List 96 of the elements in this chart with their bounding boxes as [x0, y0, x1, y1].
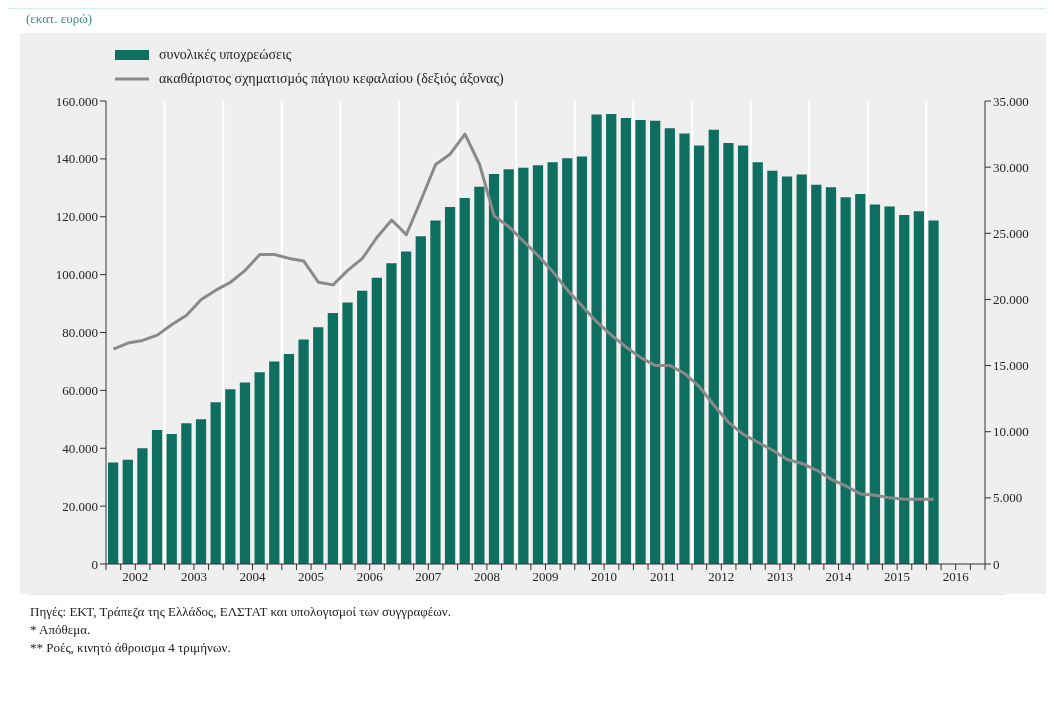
bar — [298, 339, 309, 564]
x-tick-label: 2016 — [942, 569, 970, 585]
y-tick-label: 120.000 — [55, 209, 98, 225]
bar — [371, 277, 382, 564]
text: Πηγές: ΕΚΤ, Τράπεζα της Ελλάδος, ΕΛΣΤΑΤ και υπολογισμοί των συγγραφέων. — [30, 603, 452, 621]
bar — [342, 302, 353, 564]
x-tick-label: 2007 — [415, 569, 442, 585]
bar — [547, 162, 558, 564]
x-tick-label: 2015 — [884, 569, 911, 585]
bar — [430, 220, 441, 564]
text: ** Ροές, κινητό άθροισμα 4 τριμήνων. — [30, 639, 232, 657]
legend-label: συνολικές υποχρεώσεις — [159, 47, 292, 63]
y-tick-label: 80.000 — [62, 325, 98, 341]
bar — [606, 114, 617, 564]
bar — [562, 158, 573, 564]
y-tick-label: 60.000 — [62, 382, 98, 398]
bar — [239, 382, 251, 564]
x-tick-label: 2009 — [532, 569, 559, 585]
bar — [503, 169, 514, 564]
x-tick-label: 2013 — [766, 569, 793, 585]
x-tick-label: 2002 — [122, 569, 149, 585]
y-tick-label: 140.000 — [55, 151, 98, 167]
bar — [737, 145, 749, 564]
y2-tick-label: 30.000 — [993, 159, 1029, 175]
bar — [444, 206, 456, 564]
x-tick-label: 2006 — [356, 569, 384, 585]
bar — [591, 114, 602, 564]
bar — [108, 462, 119, 564]
bar — [913, 211, 925, 564]
bar — [723, 142, 734, 564]
bar — [620, 118, 632, 564]
bar — [401, 251, 412, 564]
bar — [518, 167, 529, 564]
y-tick-label: 100.000 — [55, 267, 98, 283]
y2-tick-label: 20.000 — [993, 292, 1029, 308]
bar — [884, 206, 895, 564]
y-tick-label: 0 — [91, 556, 98, 572]
bar — [752, 162, 763, 564]
bar — [195, 419, 207, 564]
bar — [254, 372, 265, 564]
chart-title: (εκατ. ευρώ) — [8, 8, 1046, 33]
bar — [840, 197, 851, 564]
y-tick-label: 20.000 — [62, 498, 98, 514]
bar — [694, 145, 705, 564]
bar — [679, 133, 690, 564]
bar — [459, 197, 470, 564]
bar — [781, 176, 793, 564]
bar — [532, 165, 544, 564]
bar — [386, 263, 397, 564]
bar — [357, 290, 368, 564]
text: * Απόθεμα. — [30, 621, 92, 639]
bar — [635, 120, 646, 564]
y2-tick-label: 25.000 — [993, 225, 1029, 241]
bar — [137, 448, 148, 564]
bar — [181, 423, 192, 564]
bar — [855, 193, 866, 564]
x-tick-label: 2004 — [239, 569, 266, 585]
bar — [283, 353, 295, 564]
bar — [488, 173, 500, 564]
bar — [899, 215, 910, 564]
y-tick-label: 40.000 — [62, 440, 98, 456]
bar — [151, 430, 163, 564]
bar — [269, 361, 280, 564]
x-tick-label: 2003 — [180, 569, 207, 585]
x-tick-label: 2014 — [825, 569, 852, 585]
legend-label: ακαθάριστος σχηματισμός πάγιου κεφαλαίου (δεξιός άξονας) — [159, 71, 504, 87]
bar — [869, 204, 881, 564]
y2-tick-label: 10.000 — [993, 424, 1029, 440]
x-tick-label: 2008 — [473, 569, 500, 585]
bar — [122, 459, 133, 564]
bar — [225, 389, 236, 564]
bar — [825, 187, 837, 564]
bar — [796, 174, 807, 564]
x-tick-label: 2010 — [591, 569, 618, 585]
bar — [415, 236, 426, 564]
bar — [767, 170, 778, 564]
y2-tick-label: 0 — [993, 556, 1000, 572]
bar — [708, 129, 719, 564]
bar — [210, 402, 221, 564]
bar — [474, 186, 485, 564]
x-tick-label: 2011 — [649, 569, 676, 585]
y2-tick-label: 15.000 — [993, 358, 1029, 374]
y-tick-label: 160.000 — [55, 93, 98, 109]
y2-tick-label: 35.000 — [993, 93, 1029, 109]
bar — [313, 327, 324, 564]
bar — [650, 120, 661, 564]
bar — [664, 128, 675, 564]
x-tick-label: 2005 — [298, 569, 325, 585]
y2-tick-label: 5.000 — [993, 490, 1023, 506]
bar — [327, 313, 339, 564]
bar — [811, 184, 822, 564]
x-tick-label: 2012 — [708, 569, 735, 585]
line-series — [111, 132, 936, 501]
bar — [166, 434, 177, 564]
bar — [928, 220, 939, 564]
bar — [576, 156, 588, 564]
